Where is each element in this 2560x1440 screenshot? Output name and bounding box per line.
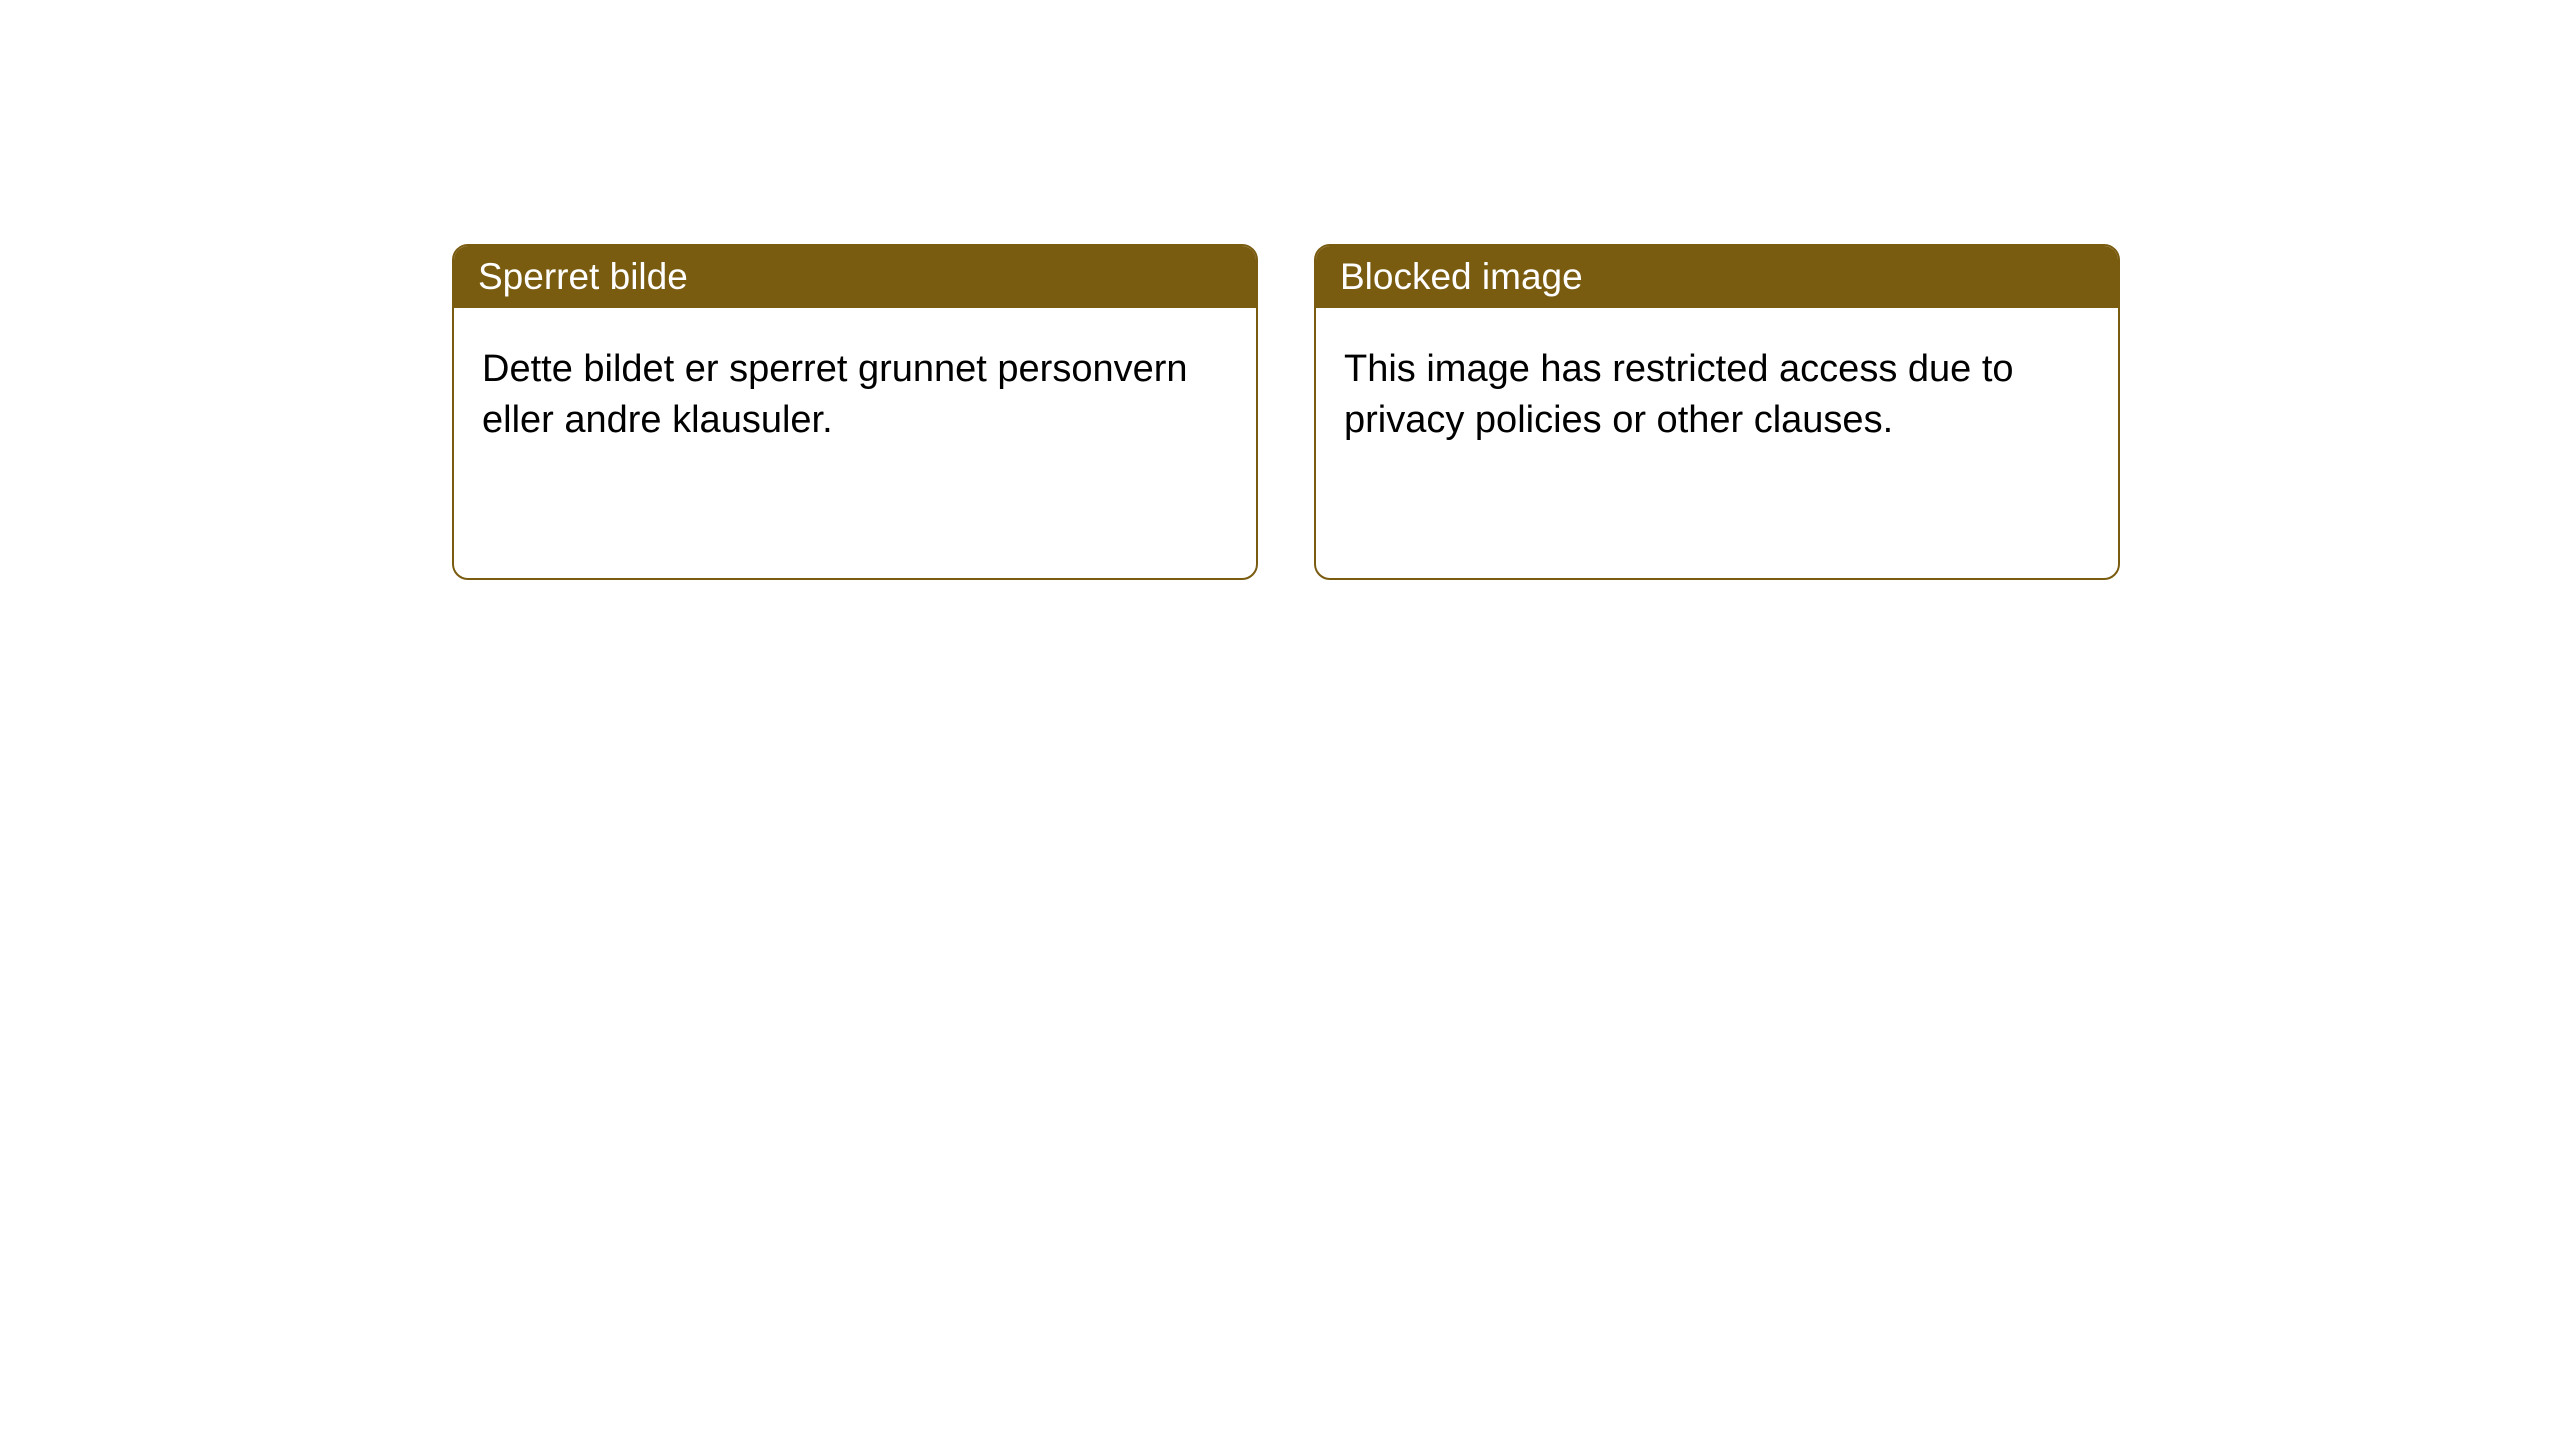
notice-header-norwegian: Sperret bilde [454, 246, 1256, 308]
notice-body-norwegian: Dette bildet er sperret grunnet personve… [454, 308, 1256, 483]
notice-box-norwegian: Sperret bilde Dette bildet er sperret gr… [452, 244, 1258, 580]
notice-box-english: Blocked image This image has restricted … [1314, 244, 2120, 580]
notice-header-english: Blocked image [1316, 246, 2118, 308]
notice-container: Sperret bilde Dette bildet er sperret gr… [0, 0, 2560, 580]
notice-body-english: This image has restricted access due to … [1316, 308, 2118, 483]
